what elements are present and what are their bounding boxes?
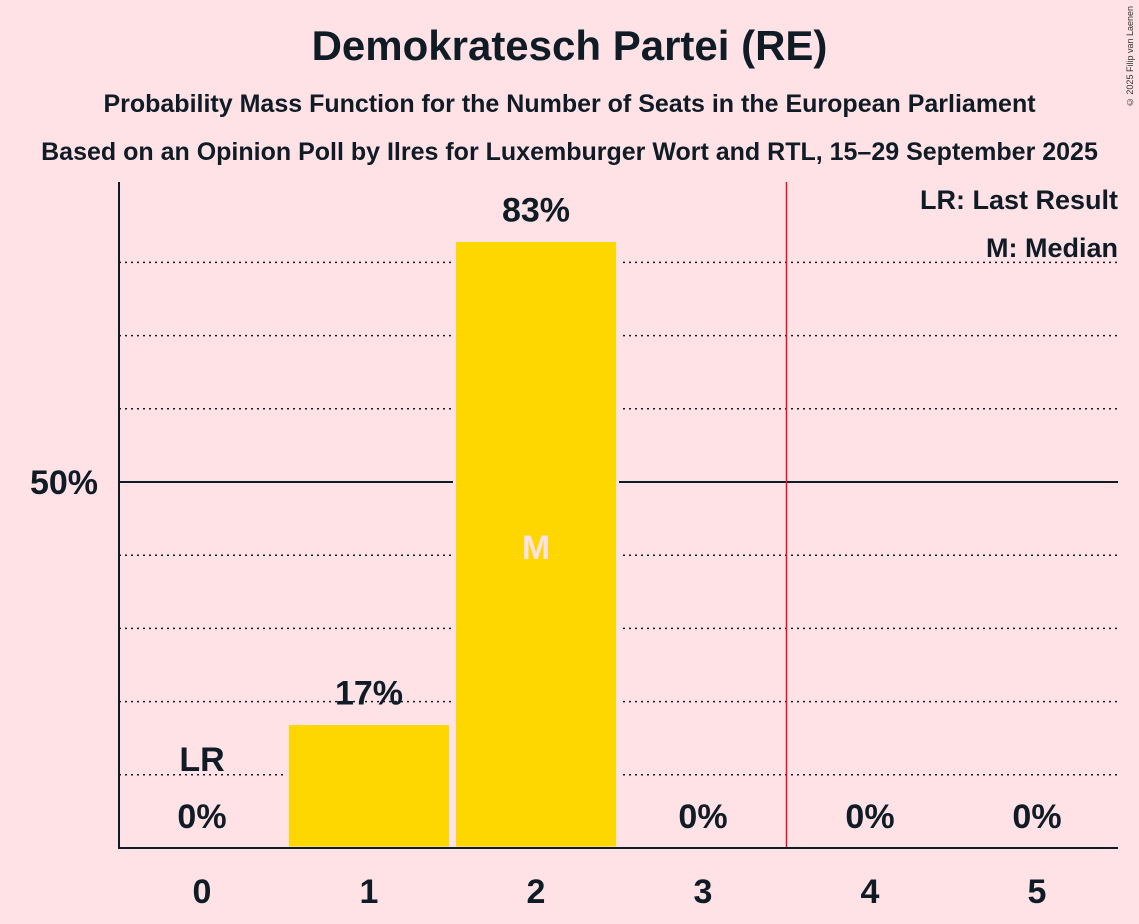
data-label: 0% [1012,798,1061,836]
chart-subtitle: Probability Mass Function for the Number… [103,90,1036,118]
median-marker: M [522,529,550,567]
bar [453,238,619,850]
x-tick-label: 2 [527,873,546,911]
data-label: 0% [177,798,226,836]
y-tick-label: 50% [30,464,98,502]
x-tick-label: 3 [694,873,713,911]
chart-title: Demokratesch Partei (RE) [311,22,828,69]
last-result-marker: LR [179,741,224,779]
data-label: 0% [678,798,727,836]
legend-last-result: LR: Last Result [920,185,1118,215]
bar [286,722,452,850]
chart-source-note: Based on an Opinion Poll by Ilres for Lu… [41,138,1098,166]
x-tick-label: 0 [193,873,212,911]
data-label: 17% [335,675,403,713]
x-tick-label: 1 [360,873,379,911]
x-tick-label: 4 [861,873,880,911]
legend-median: M: Median [986,233,1118,263]
data-label: 0% [845,798,894,836]
data-label: 83% [502,191,570,229]
x-tick-label: 5 [1028,873,1047,911]
